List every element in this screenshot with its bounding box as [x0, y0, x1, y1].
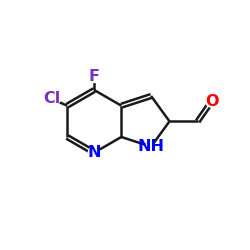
Text: Cl: Cl [43, 91, 60, 106]
Text: O: O [205, 94, 218, 109]
Ellipse shape [145, 144, 157, 150]
Text: N: N [88, 145, 101, 160]
Ellipse shape [88, 147, 100, 158]
Ellipse shape [206, 96, 218, 107]
Ellipse shape [44, 93, 60, 105]
Text: F: F [89, 69, 100, 84]
Text: NH: NH [138, 139, 164, 154]
Ellipse shape [88, 71, 101, 83]
